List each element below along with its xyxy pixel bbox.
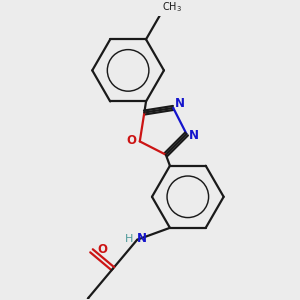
Text: O: O [127, 134, 137, 147]
Text: N: N [188, 130, 199, 142]
Text: CH$_3$: CH$_3$ [162, 0, 182, 14]
Text: N: N [175, 98, 185, 110]
Text: N: N [137, 232, 147, 245]
Text: O: O [98, 243, 107, 256]
Text: H: H [125, 234, 133, 244]
